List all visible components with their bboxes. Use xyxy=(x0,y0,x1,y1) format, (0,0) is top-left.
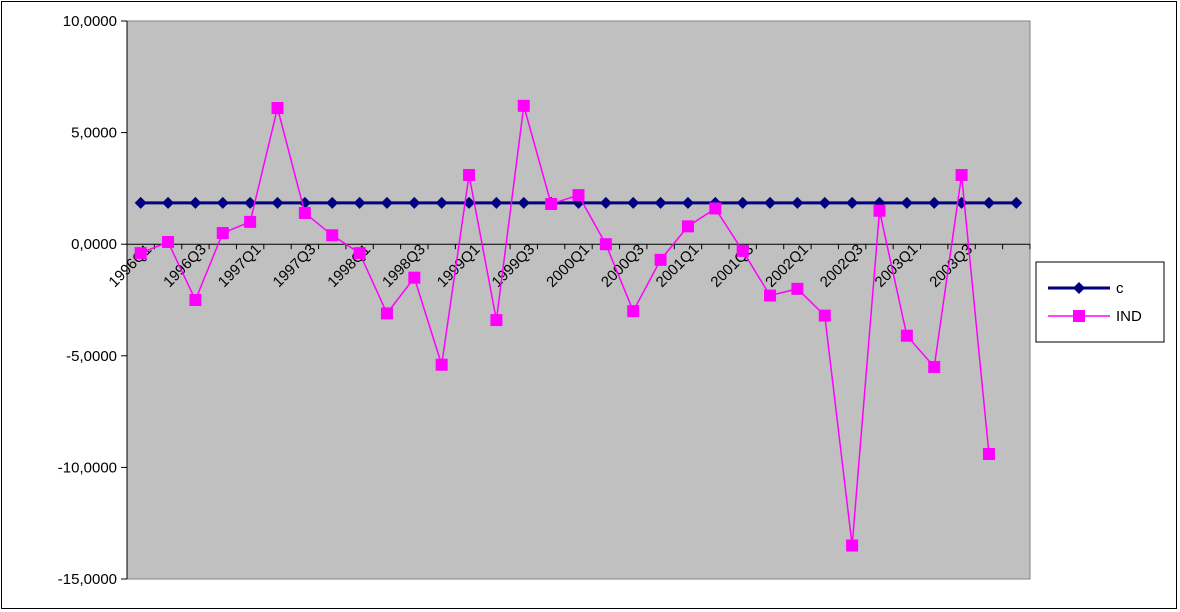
data-point-IND xyxy=(709,202,722,215)
data-point-c xyxy=(408,196,421,209)
data-point-c xyxy=(736,196,749,209)
data-point-c xyxy=(134,196,147,209)
data-point-IND xyxy=(162,235,175,248)
data-point-c xyxy=(517,196,530,209)
data-point-c xyxy=(900,196,913,209)
data-point-IND xyxy=(873,204,886,217)
data-point-IND xyxy=(463,169,476,182)
data-point-IND xyxy=(189,294,202,306)
data-point-IND xyxy=(490,314,503,327)
y-tick-label: -15,0000 xyxy=(58,571,117,588)
data-point-c xyxy=(189,196,202,209)
series-line-IND xyxy=(140,105,990,546)
data-point-c xyxy=(654,196,667,209)
legend-marker-c xyxy=(1073,282,1085,294)
data-point-IND xyxy=(326,229,339,242)
data-point-c xyxy=(490,196,503,209)
data-point-IND xyxy=(627,305,640,318)
y-tick-label: 10,0000 xyxy=(63,13,117,30)
legend-box xyxy=(1035,261,1165,343)
data-point-c xyxy=(928,196,941,209)
data-point-IND xyxy=(435,358,448,371)
data-point-IND xyxy=(271,102,284,115)
data-point-IND xyxy=(298,206,311,219)
legend: c IND xyxy=(1035,261,1165,343)
data-point-IND xyxy=(134,247,147,260)
data-point-IND xyxy=(353,247,366,260)
data-point-IND xyxy=(900,329,913,342)
data-point-IND xyxy=(380,307,393,320)
data-point-c xyxy=(681,196,694,209)
data-point-IND xyxy=(572,189,585,202)
y-tick-label: 5,0000 xyxy=(71,125,117,142)
data-point-IND xyxy=(928,360,941,373)
data-point-IND xyxy=(654,253,667,266)
data-point-IND xyxy=(736,244,749,257)
plot-area xyxy=(126,20,1031,580)
data-point-IND xyxy=(982,448,995,461)
data-point-c xyxy=(982,196,995,209)
y-axis: 10,0000 5,0000 0,0000 -5,0000 -10,0000 -15,00… xyxy=(58,13,128,588)
data-point-c xyxy=(791,196,804,209)
data-point-c xyxy=(326,196,339,209)
data-point-IND xyxy=(216,227,229,240)
legend-label-IND: IND xyxy=(1116,308,1142,325)
y-tick-label: 0,0000 xyxy=(71,236,117,253)
data-point-c xyxy=(764,196,777,209)
legend-label-c: c xyxy=(1116,280,1124,297)
data-point-c xyxy=(353,196,366,209)
y-tick-label: -10,0000 xyxy=(58,459,117,476)
y-tick-label: -5,0000 xyxy=(66,348,117,365)
series-layer xyxy=(134,99,1023,552)
data-point-c xyxy=(216,196,229,209)
data-point-c xyxy=(846,196,859,209)
data-point-IND xyxy=(244,215,257,228)
data-point-IND xyxy=(764,289,777,302)
legend-marker-IND xyxy=(1073,310,1085,322)
data-point-IND xyxy=(681,220,694,233)
data-point-IND xyxy=(545,198,558,211)
data-point-c xyxy=(627,196,640,209)
data-point-IND xyxy=(846,539,859,552)
data-point-c xyxy=(1010,196,1023,209)
data-point-IND xyxy=(517,99,530,112)
data-point-IND xyxy=(791,282,804,295)
data-point-c xyxy=(435,196,448,209)
data-point-c xyxy=(162,196,175,209)
data-point-IND xyxy=(818,309,831,322)
data-point-IND xyxy=(599,238,612,251)
data-point-c xyxy=(599,196,612,209)
data-point-c xyxy=(244,196,257,209)
data-point-c xyxy=(271,196,284,209)
data-point-c xyxy=(380,196,393,209)
data-point-IND xyxy=(955,169,968,182)
data-point-c xyxy=(818,196,831,209)
data-point-IND xyxy=(408,271,421,284)
